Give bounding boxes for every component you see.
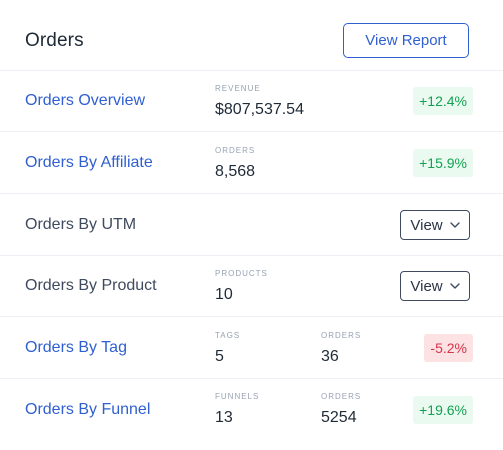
orders-by-funnel-row: Orders By Funnel FUNNELS 13 ORDERS 5254 …	[0, 379, 503, 440]
orders-by-affiliate-row: Orders By Affiliate ORDERS 8,568 +15.9%	[0, 133, 503, 194]
orders-by-utm-label: Orders By UTM	[25, 216, 137, 233]
metric-label: ORDERS	[215, 146, 256, 155]
card-title: Orders	[25, 30, 84, 51]
metric-value: 13	[215, 409, 233, 426]
change-badge: -5.2%	[424, 334, 473, 362]
chevron-down-icon	[449, 222, 460, 228]
product-view-select[interactable]: View	[400, 271, 470, 301]
card-header: Orders View Report	[0, 0, 503, 71]
change-badge: +19.6%	[413, 395, 473, 424]
chevron-down-icon	[449, 283, 460, 289]
tags-metric: TAGS 5	[215, 331, 240, 366]
view-report-button[interactable]: View Report	[343, 23, 469, 58]
orders-by-utm-row: Orders By UTM View	[0, 195, 503, 256]
metric-label: TAGS	[215, 331, 241, 340]
metric-value: 5254	[321, 409, 357, 426]
metric-label: REVENUE	[215, 84, 261, 93]
view-select-label: View	[410, 277, 443, 295]
orders-metric: ORDERS 8,568	[215, 146, 255, 181]
metric-value: 10	[215, 286, 233, 303]
metric-value: 36	[321, 348, 339, 365]
metric-label: FUNNELS	[215, 392, 260, 401]
metric-label: ORDERS	[321, 392, 362, 401]
orders-by-product-row: Orders By Product PRODUCTS 10 View	[0, 256, 503, 317]
orders-by-tag-link[interactable]: Orders By Tag	[25, 339, 127, 356]
metric-value: $807,537.54	[215, 101, 304, 118]
orders-by-tag-row: Orders By Tag TAGS 5 ORDERS 36 -5.2%	[0, 318, 503, 379]
orders-overview-row: Orders Overview REVENUE $807,537.54 +12.…	[0, 71, 503, 132]
orders-overview-link[interactable]: Orders Overview	[25, 92, 146, 109]
metric-value: 5	[215, 348, 224, 365]
orders-by-affiliate-link[interactable]: Orders By Affiliate	[25, 154, 153, 171]
change-badge: +15.9%	[413, 149, 473, 177]
orders-by-product-label: Orders By Product	[25, 277, 157, 294]
revenue-metric: REVENUE $807,537.54	[215, 84, 304, 119]
metric-label: ORDERS	[321, 331, 362, 340]
utm-view-select[interactable]: View	[400, 210, 470, 240]
metric-label: PRODUCTS	[215, 269, 268, 278]
products-metric: PRODUCTS 10	[215, 269, 268, 304]
change-badge: +12.4%	[413, 87, 473, 115]
view-select-label: View	[410, 216, 443, 234]
metric-value: 8,568	[215, 163, 256, 180]
orders-by-funnel-link[interactable]: Orders By Funnel	[25, 400, 151, 418]
funnels-metric: FUNNELS 13	[215, 392, 259, 427]
orders-metric: ORDERS 5254	[321, 392, 361, 427]
orders-metric: ORDERS 36	[321, 331, 361, 366]
